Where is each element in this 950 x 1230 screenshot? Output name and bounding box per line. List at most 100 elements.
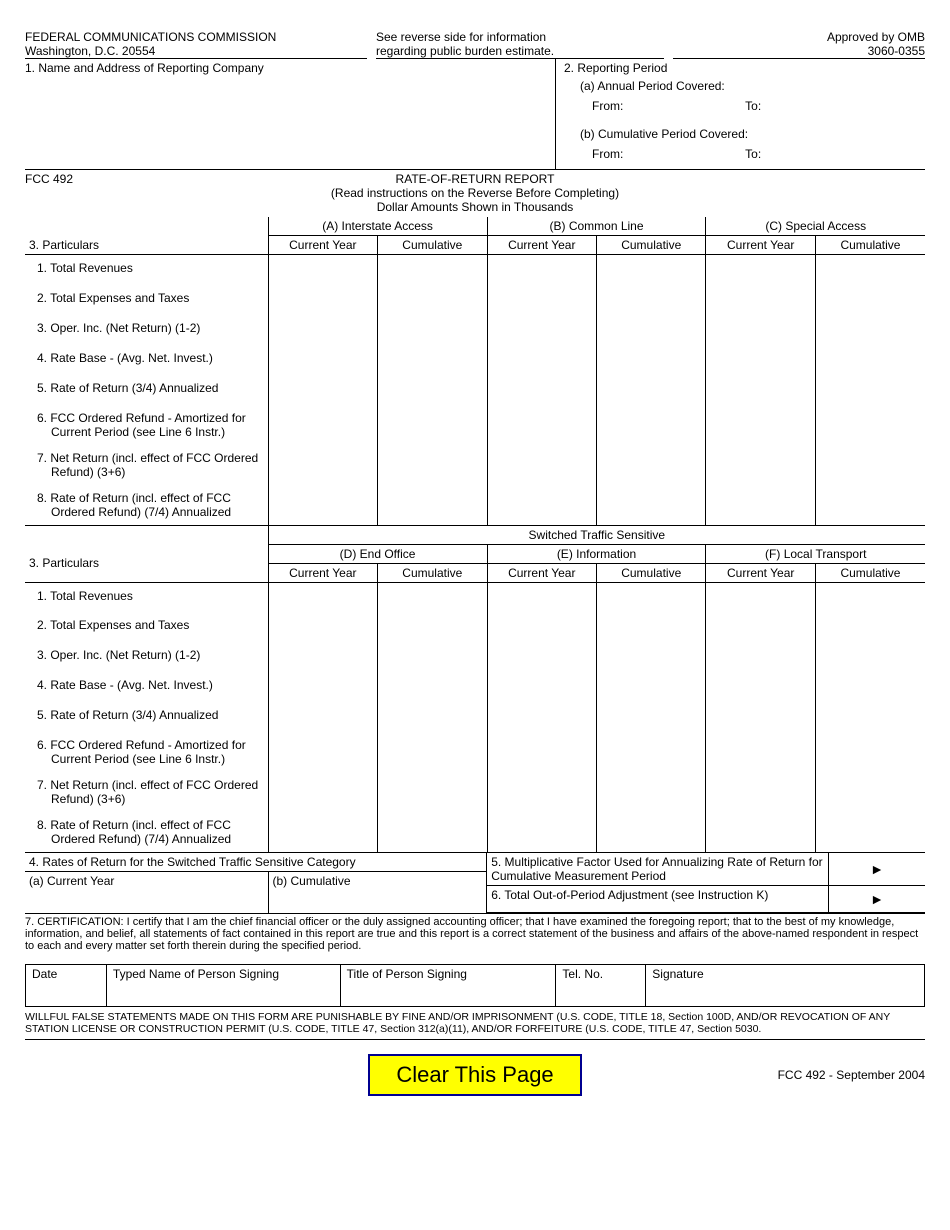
data-cell[interactable] bbox=[268, 612, 377, 642]
data-cell[interactable] bbox=[706, 582, 815, 612]
data-cell[interactable] bbox=[378, 345, 487, 375]
data-cell[interactable] bbox=[815, 375, 925, 405]
data-cell[interactable] bbox=[487, 732, 596, 772]
data-cell[interactable] bbox=[268, 672, 377, 702]
data-cell[interactable] bbox=[487, 285, 596, 315]
data-cell[interactable] bbox=[815, 702, 925, 732]
data-cell[interactable] bbox=[706, 732, 815, 772]
sig-tel[interactable]: Tel. No. bbox=[556, 965, 646, 1007]
data-cell[interactable] bbox=[597, 672, 706, 702]
data-cell[interactable] bbox=[706, 812, 815, 853]
data-cell[interactable] bbox=[597, 732, 706, 772]
data-cell[interactable] bbox=[268, 702, 377, 732]
data-cell[interactable] bbox=[378, 405, 487, 445]
data-cell[interactable] bbox=[706, 445, 815, 485]
data-cell[interactable] bbox=[706, 405, 815, 445]
sig-title[interactable]: Title of Person Signing bbox=[340, 965, 556, 1007]
data-cell[interactable] bbox=[268, 285, 377, 315]
data-cell[interactable] bbox=[597, 255, 706, 285]
data-cell[interactable] bbox=[815, 732, 925, 772]
data-cell[interactable] bbox=[378, 672, 487, 702]
data-cell[interactable] bbox=[378, 612, 487, 642]
data-cell[interactable] bbox=[487, 702, 596, 732]
data-cell[interactable] bbox=[487, 405, 596, 445]
data-cell[interactable] bbox=[487, 445, 596, 485]
data-cell[interactable] bbox=[268, 582, 377, 612]
data-cell[interactable] bbox=[815, 315, 925, 345]
data-cell[interactable] bbox=[815, 582, 925, 612]
data-cell[interactable] bbox=[378, 812, 487, 853]
data-cell[interactable] bbox=[597, 375, 706, 405]
data-cell[interactable] bbox=[378, 732, 487, 772]
data-cell[interactable] bbox=[597, 812, 706, 853]
data-cell[interactable] bbox=[597, 345, 706, 375]
data-cell[interactable] bbox=[268, 642, 377, 672]
data-cell[interactable] bbox=[378, 445, 487, 485]
data-cell[interactable] bbox=[378, 485, 487, 526]
data-cell[interactable] bbox=[487, 345, 596, 375]
data-cell[interactable] bbox=[597, 445, 706, 485]
sig-date[interactable]: Date bbox=[26, 965, 107, 1007]
data-cell[interactable] bbox=[706, 485, 815, 526]
data-cell[interactable] bbox=[815, 485, 925, 526]
data-cell[interactable] bbox=[268, 405, 377, 445]
data-cell[interactable] bbox=[815, 255, 925, 285]
data-cell[interactable] bbox=[597, 405, 706, 445]
data-cell[interactable] bbox=[378, 702, 487, 732]
box4b[interactable]: (b) Cumulative bbox=[268, 872, 487, 913]
data-cell[interactable] bbox=[706, 702, 815, 732]
data-cell[interactable] bbox=[487, 375, 596, 405]
data-cell[interactable] bbox=[815, 285, 925, 315]
data-cell[interactable] bbox=[487, 612, 596, 642]
data-cell[interactable] bbox=[706, 375, 815, 405]
data-cell[interactable] bbox=[378, 582, 487, 612]
data-cell[interactable] bbox=[268, 732, 377, 772]
data-cell[interactable] bbox=[487, 485, 596, 526]
data-cell[interactable] bbox=[815, 772, 925, 812]
data-cell[interactable] bbox=[815, 812, 925, 853]
sig-typed[interactable]: Typed Name of Person Signing bbox=[106, 965, 340, 1007]
data-cell[interactable] bbox=[706, 285, 815, 315]
data-cell[interactable] bbox=[597, 702, 706, 732]
data-cell[interactable] bbox=[268, 772, 377, 812]
data-cell[interactable] bbox=[268, 255, 377, 285]
data-cell[interactable] bbox=[378, 375, 487, 405]
data-cell[interactable] bbox=[815, 672, 925, 702]
data-cell[interactable] bbox=[378, 642, 487, 672]
data-cell[interactable] bbox=[597, 642, 706, 672]
data-cell[interactable] bbox=[268, 445, 377, 485]
sig-signature[interactable]: Signature bbox=[646, 965, 925, 1007]
data-cell[interactable] bbox=[597, 612, 706, 642]
data-cell[interactable] bbox=[597, 485, 706, 526]
data-cell[interactable] bbox=[268, 315, 377, 345]
data-cell[interactable] bbox=[706, 772, 815, 812]
data-cell[interactable] bbox=[815, 345, 925, 375]
data-cell[interactable] bbox=[487, 642, 596, 672]
box4a[interactable]: (a) Current Year bbox=[25, 872, 268, 913]
data-cell[interactable] bbox=[815, 612, 925, 642]
data-cell[interactable] bbox=[597, 772, 706, 812]
data-cell[interactable] bbox=[378, 285, 487, 315]
data-cell[interactable] bbox=[378, 315, 487, 345]
data-cell[interactable] bbox=[815, 642, 925, 672]
data-cell[interactable] bbox=[706, 345, 815, 375]
data-cell[interactable] bbox=[487, 315, 596, 345]
data-cell[interactable] bbox=[706, 642, 815, 672]
data-cell[interactable] bbox=[268, 345, 377, 375]
data-cell[interactable] bbox=[268, 375, 377, 405]
clear-button[interactable]: Clear This Page bbox=[368, 1054, 581, 1096]
data-cell[interactable] bbox=[487, 812, 596, 853]
data-cell[interactable] bbox=[706, 672, 815, 702]
data-cell[interactable] bbox=[378, 772, 487, 812]
data-cell[interactable] bbox=[487, 255, 596, 285]
data-cell[interactable] bbox=[597, 285, 706, 315]
data-cell[interactable] bbox=[268, 812, 377, 853]
data-cell[interactable] bbox=[487, 772, 596, 812]
data-cell[interactable] bbox=[597, 582, 706, 612]
data-cell[interactable] bbox=[378, 255, 487, 285]
data-cell[interactable] bbox=[815, 445, 925, 485]
data-cell[interactable] bbox=[706, 315, 815, 345]
data-cell[interactable] bbox=[706, 612, 815, 642]
data-cell[interactable] bbox=[597, 315, 706, 345]
data-cell[interactable] bbox=[706, 255, 815, 285]
